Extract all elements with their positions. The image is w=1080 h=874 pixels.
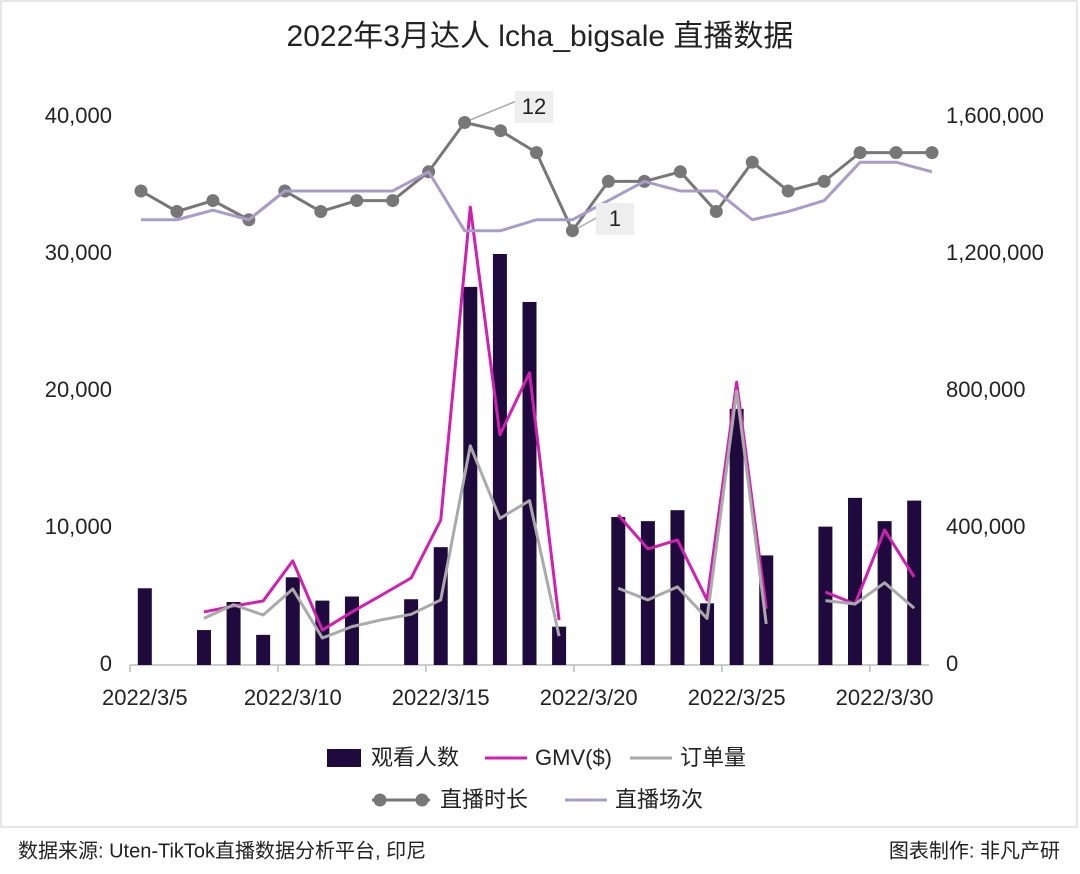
- series-line: [141, 160, 933, 233]
- x-tick-label: 2022/3/15: [392, 685, 490, 710]
- y2-tick-label: 0: [946, 651, 958, 676]
- bar: [404, 599, 419, 665]
- bar: [640, 521, 655, 665]
- line-marker: [314, 205, 328, 219]
- y2-tick-label: 1,600,000: [946, 103, 1044, 128]
- line-marker: [206, 194, 220, 208]
- line-marker: [601, 174, 615, 188]
- y2-tick-label: 800,000: [946, 377, 1026, 402]
- legend-label: 直播时长: [440, 787, 528, 812]
- x-tick-label: 2022/3/30: [836, 685, 934, 710]
- bar: [729, 408, 744, 665]
- line-marker: [781, 184, 795, 198]
- bar: [256, 634, 271, 665]
- series-line: [203, 389, 916, 640]
- line-marker: [350, 194, 364, 208]
- y2-tick-label: 400,000: [946, 514, 1026, 539]
- legend-label: 直播场次: [615, 787, 703, 812]
- bar: [818, 526, 833, 665]
- bar: [848, 497, 863, 665]
- line-marker: [134, 184, 148, 198]
- bar: [285, 577, 300, 665]
- legend-marker: [415, 793, 429, 807]
- x-tick-label: 2022/3/20: [540, 685, 638, 710]
- line-marker: [853, 146, 867, 160]
- bar: [315, 600, 330, 665]
- legend-marker: [373, 793, 387, 807]
- bar: [522, 301, 537, 665]
- source: 数据来源: Uten-TikTok直播数据分析平台, 印尼: [18, 839, 426, 862]
- y-tick-label: 10,000: [45, 514, 112, 539]
- y-tick-label: 20,000: [45, 377, 112, 402]
- line-marker: [386, 194, 400, 208]
- bar: [907, 500, 922, 665]
- legend-label: GMV($): [535, 745, 612, 770]
- y-tick-label: 0: [100, 651, 112, 676]
- legend-label: 观看人数: [371, 745, 459, 770]
- bar: [433, 547, 448, 665]
- line-marker: [925, 146, 939, 160]
- x-tick-label: 2022/3/5: [102, 685, 188, 710]
- line-marker: [565, 224, 579, 238]
- bar: [611, 517, 626, 665]
- bar: [463, 286, 478, 665]
- bar: [226, 601, 241, 665]
- bar: [877, 521, 892, 665]
- y-tick-label: 30,000: [45, 240, 112, 265]
- y-tick-label: 40,000: [45, 103, 112, 128]
- x-tick-label: 2022/3/25: [688, 685, 786, 710]
- line-marker: [889, 146, 903, 160]
- bar: [700, 603, 715, 665]
- line-marker: [458, 115, 472, 129]
- line-marker: [673, 165, 687, 179]
- line-marker: [817, 174, 831, 188]
- line-marker: [709, 205, 723, 219]
- bar: [137, 588, 152, 665]
- bar: [344, 596, 359, 665]
- credit: 图表制作: 非凡产研: [889, 839, 1060, 862]
- bar: [552, 626, 567, 665]
- line-marker: [745, 155, 759, 169]
- annotation: 1: [609, 206, 621, 231]
- annotation: 12: [522, 94, 546, 119]
- chart-title: 2022年3月达人 lcha_bigsale 直播数据: [287, 20, 794, 53]
- chart-frame: [0, 0, 1078, 828]
- line-marker: [170, 205, 184, 219]
- line-marker: [530, 146, 543, 160]
- callout-box: [596, 203, 634, 235]
- bar: [492, 254, 507, 665]
- line-marker: [494, 124, 508, 138]
- callout-box: [515, 91, 553, 123]
- bar: [196, 630, 211, 665]
- y2-tick-label: 1,200,000: [946, 240, 1044, 265]
- x-tick-label: 2022/3/10: [244, 685, 342, 710]
- legend-label: 订单量: [680, 745, 746, 770]
- legend-swatch: [327, 749, 361, 767]
